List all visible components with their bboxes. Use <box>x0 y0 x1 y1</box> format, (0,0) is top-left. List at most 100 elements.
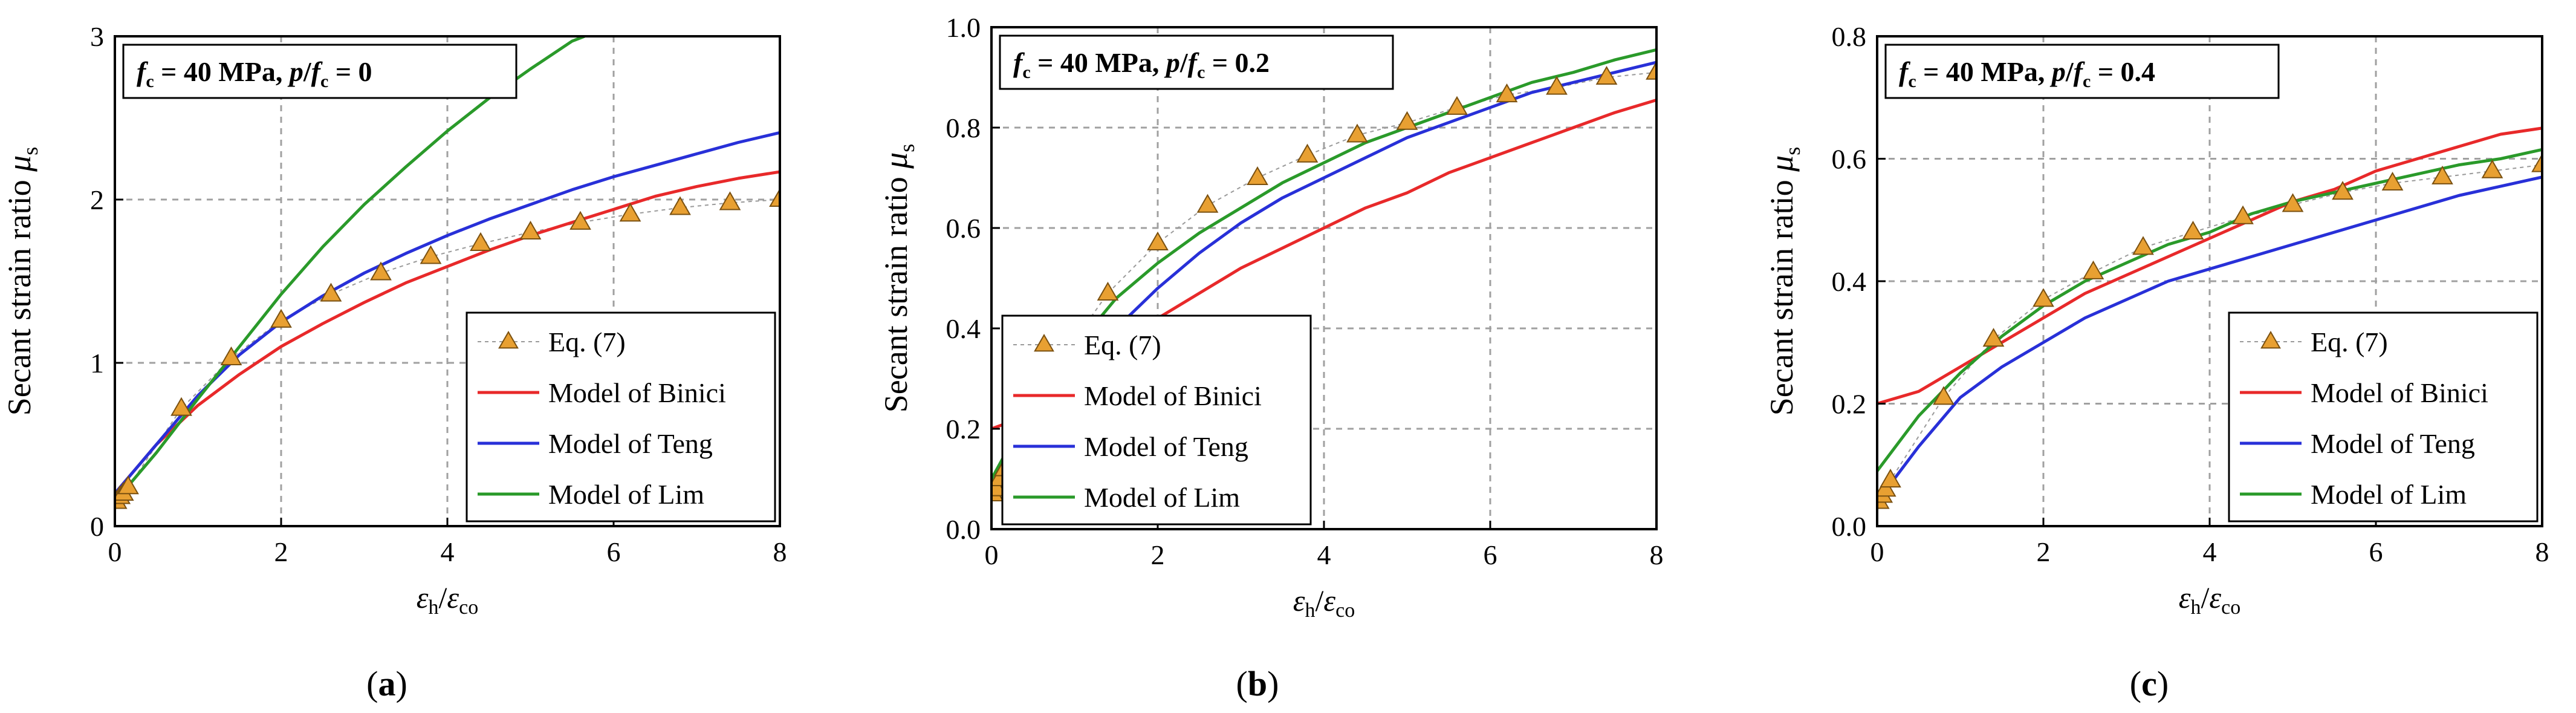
eq7-marker <box>1196 194 1219 213</box>
eq7-marker <box>1933 386 1955 405</box>
eq7-marker <box>1880 469 1901 488</box>
legend-label-eq7: Eq. (7) <box>548 327 626 357</box>
eq7-marker <box>1147 231 1169 250</box>
legend-label-teng: Model of Teng <box>548 428 713 459</box>
x-tick-label: 2 <box>1151 539 1165 570</box>
x-tick-label: 2 <box>2037 536 2051 567</box>
legend-label-lim: Model of Lim <box>2311 479 2467 510</box>
annotation-text: fc = 40 MPa, p/fc = 0 <box>137 56 372 91</box>
y-axis-label: Secant strain ratio μs <box>878 144 919 413</box>
y-tick-label: 0.2 <box>1832 389 1867 420</box>
y-tick-label: 0.0 <box>1832 511 1867 542</box>
eq7-marker <box>470 232 492 251</box>
x-axis-label: εh/εco <box>1293 584 1355 622</box>
x-tick-label: 0 <box>108 536 122 567</box>
x-axis-label: εh/εco <box>417 581 478 619</box>
panel-letter: (b) <box>1236 664 1279 703</box>
eq7-marker <box>1097 281 1119 301</box>
eq7-marker <box>270 308 292 328</box>
eq7-marker <box>1396 111 1418 130</box>
legend-box <box>1001 314 1312 526</box>
eq7-marker <box>519 220 542 240</box>
curves <box>115 36 780 509</box>
y-axis-label: Secant strain ratio μs <box>1 147 42 416</box>
y-tick-label: 2 <box>90 184 104 215</box>
legend-label-binici: Model of Binici <box>2311 377 2488 408</box>
eq7-marker <box>2381 171 2404 191</box>
y-tick-label: 0.2 <box>946 414 981 444</box>
eq7-marker <box>2182 220 2204 240</box>
eq7-marker <box>2082 260 2104 279</box>
y-tick-label: 0.6 <box>946 213 981 244</box>
legend-label-lim: Model of Lim <box>548 479 704 510</box>
eq7-marker <box>1595 65 1618 85</box>
series-line-model-of-teng <box>1877 175 2542 503</box>
eq7-marker <box>2332 181 2354 200</box>
legend-marker-eq7 <box>1034 333 1054 352</box>
legend-label-lim: Model of Lim <box>1084 482 1240 513</box>
x-tick-label: 6 <box>1484 539 1497 570</box>
eq7-marker <box>1446 96 1468 115</box>
panel-letter: (c) <box>2130 664 2169 703</box>
series-line-model-of-binici <box>115 170 780 495</box>
annotation-box <box>999 34 1394 90</box>
eq7-marker <box>2132 236 2154 255</box>
y-tick-label: 1.0 <box>946 12 981 43</box>
x-tick-label: 4 <box>441 536 455 567</box>
eq7-marker <box>719 191 741 210</box>
legend-label-teng: Model of Teng <box>2311 428 2475 459</box>
eq7-marker <box>117 475 139 495</box>
annotation-text: fc = 40 MPa, p/fc = 0.4 <box>1899 56 2155 91</box>
x-tick-label: 6 <box>2369 536 2383 567</box>
eq7-marker <box>1296 143 1319 163</box>
legend-label-binici: Model of Binici <box>548 377 726 408</box>
eq7-marker <box>1247 166 1268 186</box>
eq7-marker <box>2033 288 2054 307</box>
eq7-marker <box>1496 83 1518 103</box>
legend-label-eq7: Eq. (7) <box>2311 327 2388 357</box>
y-axis-label: Secant strain ratio μs <box>1763 147 1805 416</box>
legend-box <box>2228 311 2539 523</box>
x-tick-label: 0 <box>1870 536 1884 567</box>
y-tick-label: 0.0 <box>946 514 981 545</box>
legend-label-binici: Model of Binici <box>1084 380 1262 411</box>
eq7-marker <box>1346 123 1368 143</box>
y-tick-label: 0.6 <box>1832 144 1867 175</box>
series-line-model-of-lim <box>115 36 585 503</box>
chart-panel-a: 0 2 4 6 8 0 1 2 3 εh/εco Secant strain ratio μs fc … <box>1 21 787 703</box>
eq7-marker <box>2531 153 2542 172</box>
annotation-box <box>122 44 517 99</box>
eq7-marker <box>2232 205 2254 224</box>
eq7-marker <box>769 187 780 207</box>
panel-letter: (a) <box>366 664 407 703</box>
legend: Eq. (7) Model of Binici Model of Teng Model… <box>2228 311 2539 523</box>
curves <box>1877 126 2542 509</box>
y-tick-label: 0.4 <box>1832 266 1867 297</box>
annotation-box <box>1884 44 2280 99</box>
x-tick-label: 4 <box>1317 539 1331 570</box>
eq7-marker <box>619 203 641 222</box>
x-tick-label: 8 <box>773 536 787 567</box>
y-tick-label: 0 <box>90 511 104 542</box>
eq7-marker <box>2282 193 2304 212</box>
y-tick-label: 1 <box>90 348 104 379</box>
eq7-marker <box>220 346 242 365</box>
eq7-marker <box>370 261 392 281</box>
eq7-marker <box>2481 159 2503 178</box>
y-tick-label: 3 <box>90 21 104 52</box>
x-tick-label: 4 <box>2203 536 2217 567</box>
annotation-text: fc = 40 MPa, p/fc = 0.2 <box>1013 47 1270 82</box>
x-tick-label: 2 <box>274 536 288 567</box>
y-tick-label: 0.4 <box>946 313 981 344</box>
eq7-marker <box>170 397 192 416</box>
series-line-model-of-teng <box>115 131 780 495</box>
eq7-marker <box>569 210 591 230</box>
eq7-marker <box>1877 478 1896 497</box>
chart-panel-c: 0 2 4 6 8 0.0 0.2 0.4 0.6 0.8 εh/εco Secant strain … <box>1763 21 2549 703</box>
series-line-model-of-binici <box>1877 126 2542 405</box>
x-tick-label: 0 <box>985 539 999 570</box>
x-axis-label: εh/εco <box>2179 581 2240 619</box>
chart-panel-b: 0 2 4 6 8 0.0 0.2 0.4 0.6 0.8 1.0 εh/εco Secant stra… <box>878 12 1664 703</box>
eq7-marker <box>1646 60 1656 80</box>
